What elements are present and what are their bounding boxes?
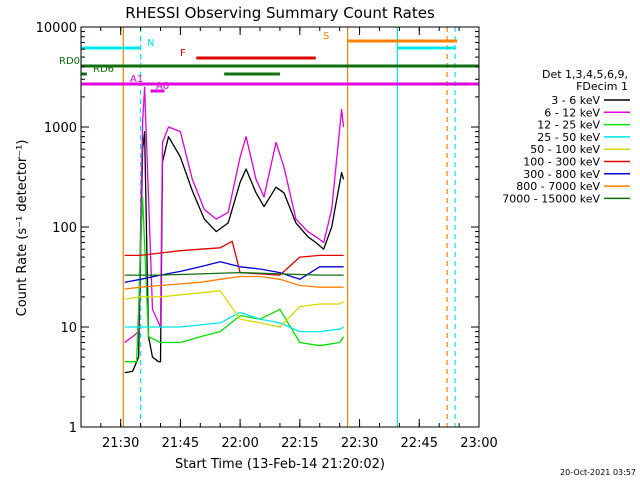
legend-label-6: 300 - 800 keV	[523, 168, 600, 181]
flag-bars: N S F RD0 RD6 A1 A0	[59, 31, 479, 93]
flag-label-a1: A1	[130, 74, 143, 85]
legend-label-2: 12 - 25 keV	[537, 119, 600, 132]
legend-header-1: FDecim 1	[576, 80, 628, 93]
series-line-1	[124, 86, 345, 344]
x-tick-label-2: 22:00	[221, 436, 258, 451]
legend-label-1: 6 - 12 keV	[544, 106, 600, 119]
series-line-0	[124, 130, 345, 374]
legend-label-3: 25 - 50 keV	[537, 131, 600, 144]
series-line-3	[124, 311, 344, 333]
legend-label-5: 100 - 300 keV	[523, 156, 600, 169]
x-tick-label-5: 22:45	[401, 436, 438, 451]
series-line-7	[124, 275, 344, 290]
flag-label-rd0: RD0	[59, 56, 80, 67]
y-tick-label-1: 10	[60, 321, 77, 336]
series-line-2	[124, 196, 345, 363]
legend-label-8: 7000 - 15000 keV	[502, 192, 600, 205]
generation-timestamp: 20-Oct-2021 03:57	[560, 468, 636, 477]
flag-label-f: F	[180, 48, 186, 59]
y-axis-label: Count Rate (s⁻¹ detector⁻¹)	[15, 140, 30, 317]
flag-label-a0: A0	[156, 81, 169, 92]
series-line-8	[124, 271, 344, 276]
legend-label-0: 3 - 6 keV	[551, 94, 600, 107]
flag-label-s: S	[323, 31, 329, 42]
chart-title: RHESSI Observing Summary Count Rates	[125, 4, 435, 22]
series-line-4	[124, 290, 344, 328]
y-tick-label-4: 10000	[36, 21, 77, 36]
x-tick-label-3: 22:15	[281, 436, 318, 451]
y-tick-label-2: 100	[52, 221, 77, 236]
flag-label-n: N	[147, 38, 154, 49]
x-tick-label-6: 23:00	[460, 436, 497, 451]
legend-label-7: 800 - 7000 keV	[516, 180, 600, 193]
legend-label-4: 50 - 100 keV	[530, 143, 600, 156]
series-lines	[124, 86, 345, 374]
y-tick-label-0: 1	[69, 421, 77, 436]
x-tick-label-4: 22:30	[341, 436, 378, 451]
x-tick-label-1: 21:45	[162, 436, 199, 451]
legend-header-0: Det 1,3,4,5,6,9,	[542, 68, 628, 81]
x-tick-label-0: 21:30	[102, 436, 139, 451]
flag-label-rd6: RD6	[93, 64, 114, 75]
y-tick-label-3: 1000	[44, 121, 77, 136]
series-line-5	[124, 240, 344, 276]
x-axis-label: Start Time (13-Feb-14 21:20:02)	[175, 457, 385, 472]
plot-axes: 21:30 21:45 22:00 22:15 22:30 22:45 23:00 1 10 10…	[36, 21, 498, 451]
